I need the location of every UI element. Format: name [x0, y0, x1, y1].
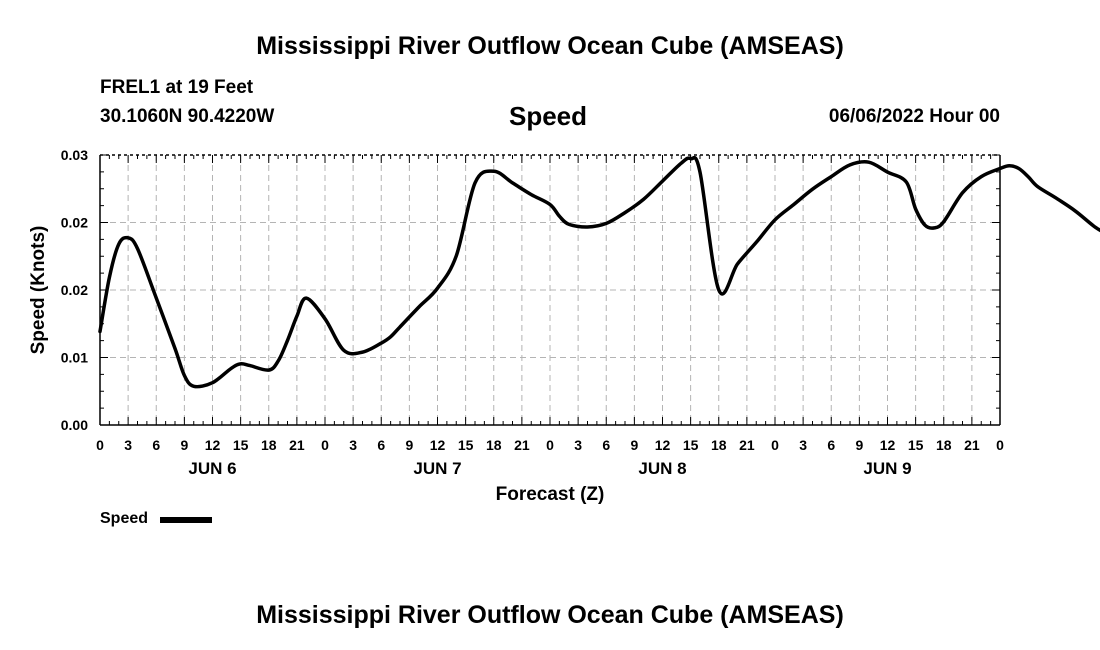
coordinates-label: 30.1060N 90.4220W — [100, 106, 275, 127]
x-tick-label: 0 — [96, 437, 104, 453]
x-tick-label: 3 — [349, 437, 357, 453]
y-tick-label: 0.00 — [61, 417, 88, 433]
x-tick-label: 18 — [936, 437, 952, 453]
chart-bottom-title: Mississippi River Outflow Ocean Cube (AM… — [256, 601, 844, 629]
x-tick-label: 21 — [739, 437, 755, 453]
speed-series-line — [98, 155, 1100, 389]
plot-title: Speed — [509, 101, 588, 131]
x-tick-label: 6 — [827, 437, 835, 453]
x-tick-label: 18 — [711, 437, 727, 453]
chart-main-title: Mississippi River Outflow Ocean Cube (AM… — [256, 32, 844, 60]
x-tick-label: 3 — [799, 437, 807, 453]
x-tick-label: 9 — [405, 437, 413, 453]
x-tick-label: 3 — [124, 437, 132, 453]
legend-swatch — [160, 517, 212, 523]
y-tick-label: 0.01 — [61, 350, 88, 366]
x-tick-label: 21 — [964, 437, 980, 453]
x-tick-label: 21 — [289, 437, 305, 453]
x-axis-label: Forecast (Z) — [496, 484, 605, 505]
y-tick-label: 0.02 — [61, 215, 88, 231]
y-tick-label: 0.03 — [61, 147, 88, 163]
x-tick-label: 12 — [655, 437, 671, 453]
x-tick-label: 6 — [152, 437, 160, 453]
legend-label: Speed — [100, 510, 149, 527]
y-axis-label: Speed (Knots) — [28, 226, 49, 355]
x-tick-label: 15 — [458, 437, 474, 453]
x-tick-label: 18 — [261, 437, 277, 453]
x-tick-label: 0 — [771, 437, 779, 453]
x-tick-label: 12 — [430, 437, 446, 453]
x-tick-label: 0 — [996, 437, 1004, 453]
x-tick-label: 0 — [321, 437, 329, 453]
x-tick-label: 21 — [514, 437, 530, 453]
x-tick-label: 9 — [855, 437, 863, 453]
x-tick-label: 12 — [205, 437, 221, 453]
x-tick-label: 18 — [486, 437, 502, 453]
x-tick-label: 12 — [880, 437, 896, 453]
day-label: JUN 7 — [413, 459, 461, 478]
day-label: JUN 8 — [638, 459, 686, 478]
x-tick-label: 6 — [377, 437, 385, 453]
station-label: FREL1 at 19 Feet — [100, 77, 254, 98]
x-tick-label: 3 — [574, 437, 582, 453]
x-tick-label: 15 — [233, 437, 249, 453]
x-tick-label: 9 — [180, 437, 188, 453]
x-tick-label: 15 — [683, 437, 699, 453]
day-label: JUN 6 — [188, 459, 236, 478]
y-tick-label: 0.02 — [61, 282, 88, 298]
x-tick-label: 0 — [546, 437, 554, 453]
x-tick-label: 15 — [908, 437, 924, 453]
x-tick-label: 6 — [602, 437, 610, 453]
datetime-label: 06/06/2022 Hour 00 — [828, 106, 1000, 127]
day-label: JUN 9 — [863, 459, 911, 478]
x-tick-label: 9 — [630, 437, 638, 453]
